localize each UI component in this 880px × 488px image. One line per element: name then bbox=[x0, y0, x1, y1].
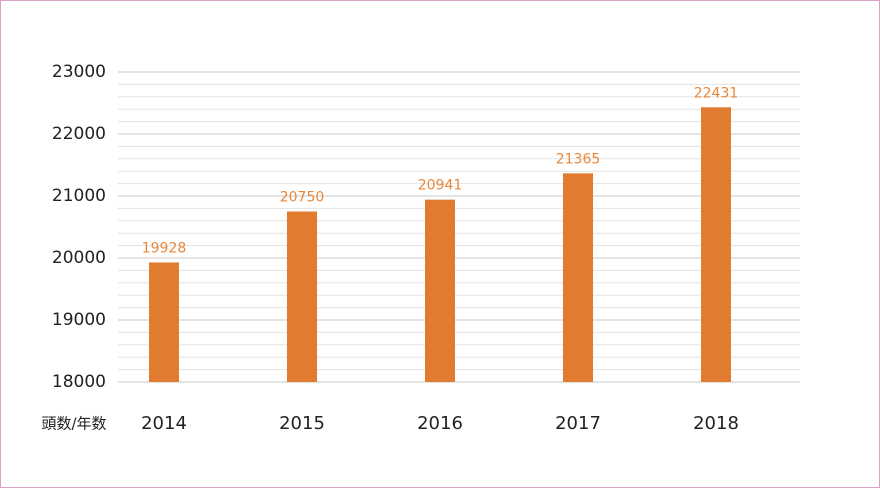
bar bbox=[287, 211, 317, 382]
y-tick-label: 19000 bbox=[52, 310, 106, 330]
bar bbox=[701, 107, 731, 382]
bar bbox=[563, 173, 593, 382]
bar bbox=[425, 199, 455, 382]
y-tick-label: 21000 bbox=[52, 186, 106, 206]
value-label: 22431 bbox=[694, 85, 739, 101]
y-tick-label: 22000 bbox=[52, 124, 106, 144]
value-label: 19928 bbox=[142, 240, 187, 256]
x-tick-label: 2018 bbox=[693, 413, 739, 434]
x-tick-label: 2016 bbox=[417, 413, 463, 434]
axis-label: 頭数/年数 bbox=[41, 415, 106, 433]
value-label: 20941 bbox=[418, 178, 463, 194]
y-tick-label: 23000 bbox=[52, 62, 106, 82]
value-label: 21365 bbox=[556, 151, 601, 167]
y-tick-label: 20000 bbox=[52, 248, 106, 268]
x-tick-label: 2017 bbox=[555, 413, 601, 434]
value-label: 20750 bbox=[280, 190, 325, 206]
x-tick-label: 2014 bbox=[141, 413, 187, 434]
bar bbox=[149, 262, 179, 382]
x-tick-label: 2015 bbox=[279, 413, 325, 434]
y-tick-label: 18000 bbox=[52, 372, 106, 392]
